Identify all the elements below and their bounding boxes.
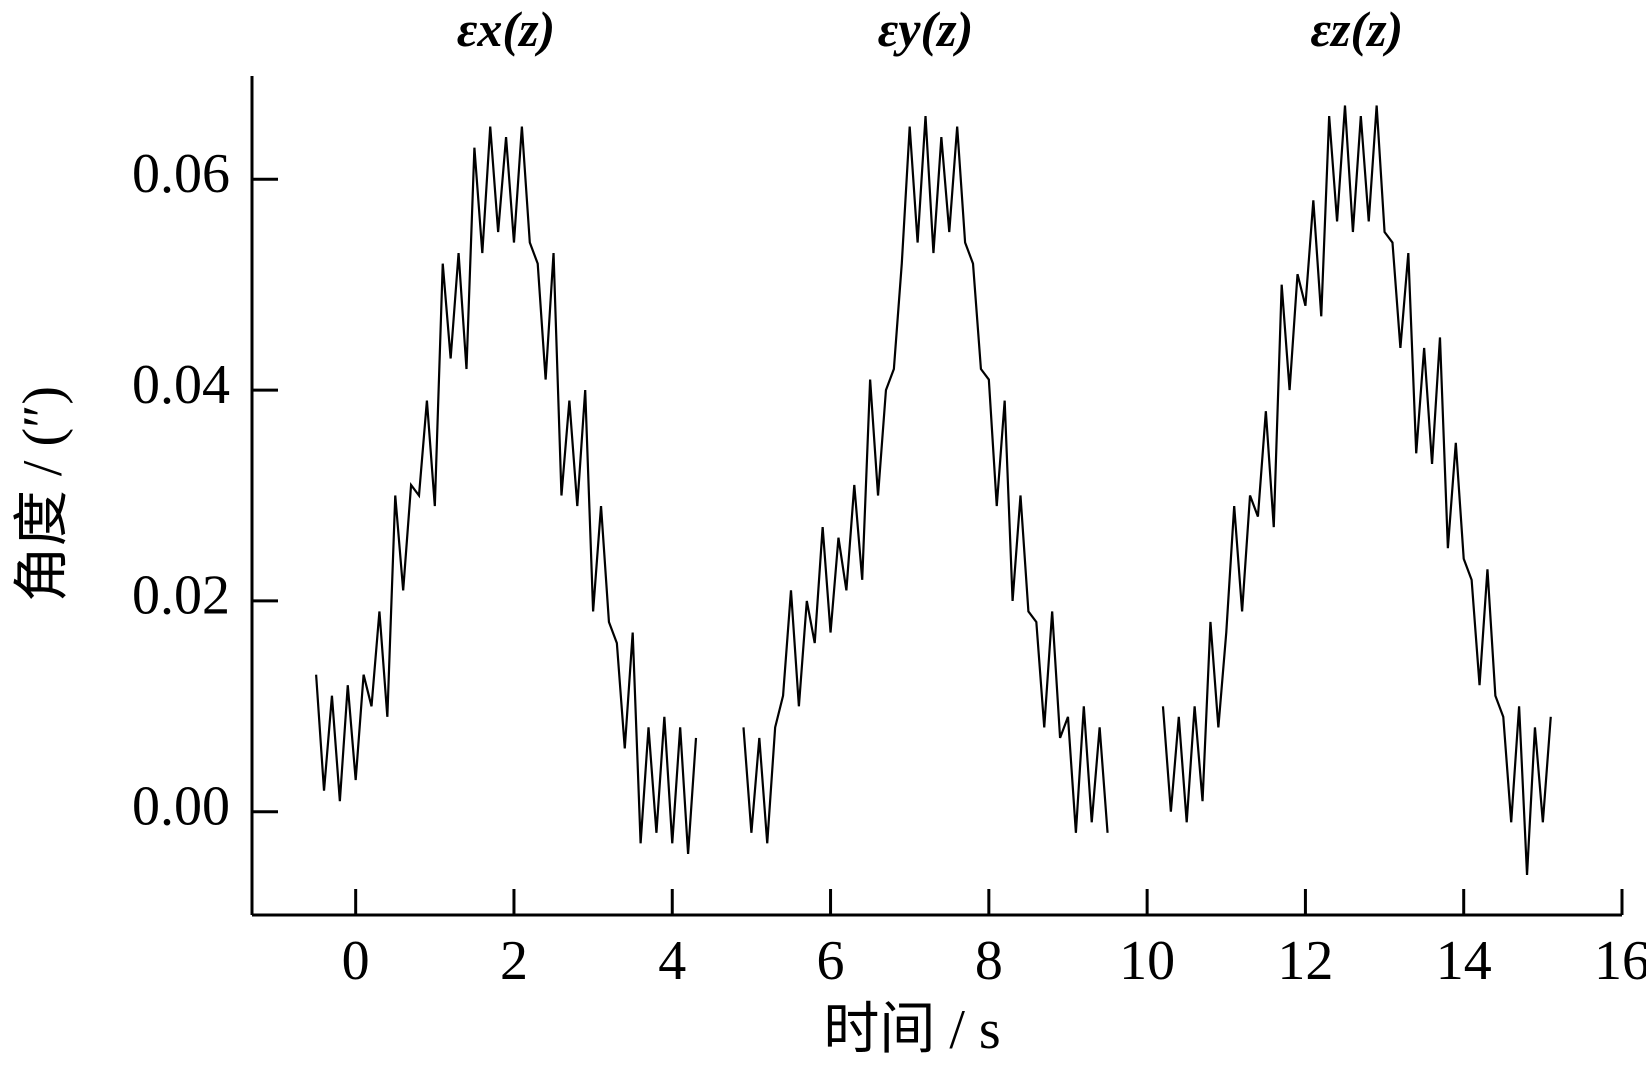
y-tick-label: 0.02: [132, 565, 230, 627]
series-line: [742, 115, 1109, 844]
series-label: εx(z): [457, 1, 555, 57]
x-tick-label: 4: [658, 930, 686, 992]
x-tick-label: 8: [975, 930, 1003, 992]
series-label: εy(z): [878, 1, 973, 57]
x-tick-label: 16: [1594, 930, 1646, 992]
x-tick-label: 12: [1277, 930, 1333, 992]
series-line: [1161, 105, 1552, 876]
x-tick-label: 2: [500, 930, 528, 992]
x-tick-label: 6: [817, 930, 845, 992]
x-axis-label: 时间 / s: [823, 999, 1000, 1061]
x-tick-label: 10: [1119, 930, 1175, 992]
series-line: [315, 126, 698, 854]
y-tick-label: 0.00: [132, 776, 230, 838]
y-tick-label: 0.06: [132, 143, 230, 205]
y-axis-label: 角度 / (″): [12, 386, 74, 602]
series-label: εz(z): [1310, 1, 1403, 57]
x-tick-label: 14: [1436, 930, 1492, 992]
x-tick-label: 0: [342, 930, 370, 992]
y-tick-label: 0.04: [132, 354, 230, 416]
